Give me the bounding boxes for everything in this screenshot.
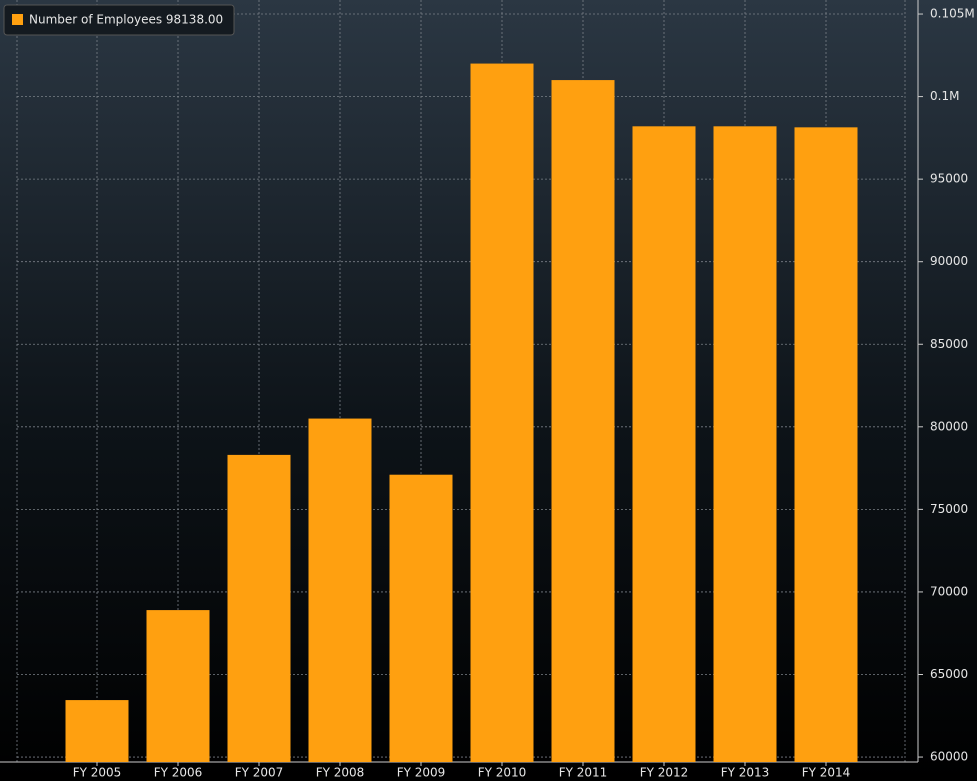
y-tick-label: 0.1M [930, 89, 959, 103]
bar [632, 126, 696, 763]
legend: Number of Employees 98138.00 [3, 4, 235, 36]
x-tick-label: FY 2007 [235, 766, 284, 780]
bar [65, 700, 129, 762]
bar [308, 418, 372, 762]
legend-label: Number of Employees 98138.00 [29, 13, 223, 27]
bar [794, 127, 858, 762]
x-tick-label: FY 2006 [154, 766, 203, 780]
y-tick-label: 60000 [930, 750, 968, 764]
legend-swatch [12, 14, 23, 25]
y-tick-label: 80000 [930, 419, 968, 433]
x-tick-label: FY 2008 [316, 766, 365, 780]
bar [227, 454, 291, 762]
y-tick-label: 70000 [930, 584, 968, 598]
y-tick-label: 75000 [930, 502, 968, 516]
x-tick-label: FY 2011 [559, 766, 608, 780]
bar [146, 610, 210, 762]
bar [470, 63, 534, 763]
x-tick-label: FY 2012 [640, 766, 689, 780]
y-tick-label: 85000 [930, 337, 968, 351]
y-tick-label: 65000 [930, 667, 968, 681]
bar [389, 474, 453, 762]
bar [551, 80, 615, 762]
y-tick-label: 0.105M [930, 7, 975, 21]
y-tick-label: 95000 [930, 172, 968, 186]
bar [713, 126, 777, 763]
x-tick-label: FY 2014 [802, 766, 851, 780]
x-tick-label: FY 2009 [397, 766, 446, 780]
y-tick-label: 90000 [930, 254, 968, 268]
x-tick-label: FY 2005 [73, 766, 122, 780]
x-tick-label: FY 2010 [478, 766, 527, 780]
x-tick-label: FY 2013 [721, 766, 770, 780]
legend-box [3, 4, 235, 36]
